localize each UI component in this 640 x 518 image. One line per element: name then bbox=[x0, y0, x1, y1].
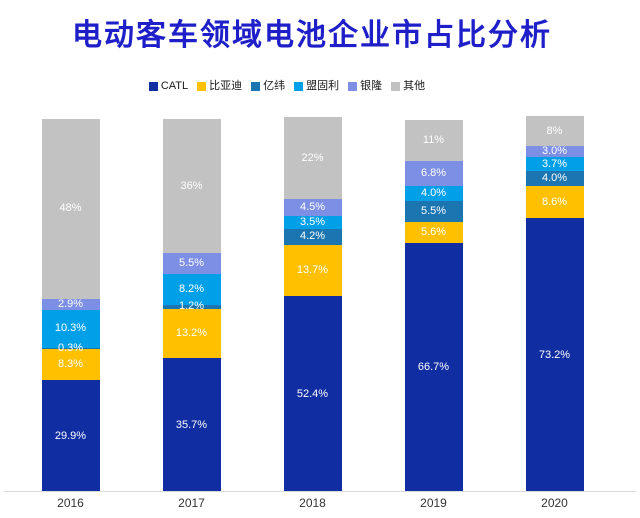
bar-column-2018: 52.4% 13.7% 4.2% 3.5% 4.5% 22% bbox=[252, 116, 373, 492]
bar-segment-label: 52.4% bbox=[296, 387, 329, 400]
bar-column-2019: 66.7% 5.6% 5.5% 4.0% 6.8% 11% bbox=[373, 119, 494, 492]
x-axis-label-2016: 2016 bbox=[57, 496, 84, 510]
bar-segment-盟固利-2017: 8.2% bbox=[162, 273, 221, 305]
bar-segment-其他-2018: 22% bbox=[283, 116, 342, 200]
bar-segment-亿纬-2018: 4.2% bbox=[283, 229, 342, 245]
bar-segment-银隆-2017: 5.5% bbox=[162, 253, 221, 274]
bar-segment-label: 8.2% bbox=[178, 282, 205, 295]
bar-segment-label: 2.9% bbox=[57, 297, 84, 310]
bar-segment-比亚迪-2019: 5.6% bbox=[404, 221, 463, 243]
bar-segment-label: 4.0% bbox=[541, 172, 568, 185]
bar-segment-label: 4.2% bbox=[299, 230, 326, 243]
legend-item-银隆: 银隆 bbox=[348, 81, 382, 92]
bar-segment-label: 10.3% bbox=[54, 322, 87, 335]
x-axis-label-2017: 2017 bbox=[178, 496, 205, 510]
bar-segment-label: 13.7% bbox=[296, 263, 329, 276]
bar-segment-label: 73.2% bbox=[538, 348, 571, 361]
bar-segment-label: 8.6% bbox=[541, 195, 568, 208]
legend-item-CATL: CATL bbox=[148, 80, 189, 92]
legend-label: 银隆 bbox=[360, 80, 383, 92]
bar-column-2020: 73.2% 8.6% 4.0% 3.7% 3.0% 8% bbox=[494, 116, 615, 492]
legend-swatch-icon bbox=[391, 82, 401, 91]
stacked-bar-2020: 73.2% 8.6% 4.0% 3.7% 3.0% 8% bbox=[525, 116, 584, 492]
bar-segment-亿纬-2017: 1.2% bbox=[162, 301, 221, 312]
bar-segment-盟固利-2016: 10.3% bbox=[41, 309, 100, 349]
x-axis: 2016 2017 2018 2019 2020 bbox=[10, 496, 615, 510]
legend-swatch-icon bbox=[148, 82, 158, 91]
legend-item-盟固利: 盟固利 bbox=[294, 81, 339, 92]
bar-segment-其他-2019: 11% bbox=[404, 119, 463, 161]
bar-segment-label: 3.0% bbox=[541, 145, 568, 158]
bar-segment-label: 13.2% bbox=[175, 327, 208, 340]
bar-segment-盟固利-2018: 3.5% bbox=[283, 216, 342, 230]
bar-column-2016: 29.9% 8.3% 0.3% 10.3% 2.9% 48% bbox=[10, 119, 131, 492]
bar-segment-label: 3.7% bbox=[541, 157, 568, 170]
bar-segment-其他-2020: 8% bbox=[525, 116, 584, 147]
chart-area: 29.9% 8.3% 0.3% 10.3% 2.9% 48% 35.7% 13.2% 1.2% 8… bbox=[10, 0, 615, 492]
stacked-bar-2018: 52.4% 13.7% 4.2% 3.5% 4.5% 22% bbox=[283, 116, 342, 492]
bar-segment-label: 8% bbox=[546, 124, 563, 137]
bar-segment-label: 6.8% bbox=[420, 166, 447, 179]
bar-segment-银隆-2018: 4.5% bbox=[283, 199, 342, 217]
legend-item-亿纬: 亿纬 bbox=[251, 81, 285, 92]
bar-segment-label: 5.6% bbox=[420, 225, 447, 238]
bar-segment-其他-2017: 36% bbox=[162, 118, 221, 254]
legend-swatch-icon bbox=[294, 82, 304, 91]
x-axis-baseline bbox=[4, 491, 636, 492]
bar-segment-比亚迪-2020: 8.6% bbox=[525, 186, 584, 219]
bar-segment-CATL-2018: 52.4% bbox=[283, 296, 342, 492]
legend-label: 比亚迪 bbox=[209, 80, 243, 92]
bar-segment-盟固利-2020: 3.7% bbox=[525, 157, 584, 172]
bar-segment-label: 5.5% bbox=[420, 204, 447, 217]
bar-segment-亿纬-2016: 0.3% bbox=[41, 343, 100, 354]
legend-item-其他: 其他 bbox=[391, 81, 425, 92]
bar-segment-CATL-2017: 35.7% bbox=[162, 358, 221, 492]
legend: CATL 比亚迪 亿纬 盟固利 银隆 其他 bbox=[0, 81, 574, 92]
bar-segment-label: 48% bbox=[59, 202, 82, 215]
bar-segment-比亚迪-2016: 8.3% bbox=[41, 349, 100, 381]
legend-label: 盟固利 bbox=[306, 80, 340, 92]
bar-segment-银隆-2019: 6.8% bbox=[404, 160, 463, 187]
legend-swatch-icon bbox=[348, 82, 358, 91]
bar-segment-亿纬-2019: 5.5% bbox=[404, 201, 463, 222]
stacked-bar-2017: 35.7% 13.2% 1.2% 8.2% 5.5% 36% bbox=[162, 118, 221, 492]
bar-segment-label: 22% bbox=[301, 151, 324, 164]
bar-segment-label: 5.5% bbox=[178, 257, 205, 270]
bar-segment-CATL-2016: 29.9% bbox=[41, 380, 100, 492]
bar-segment-盟固利-2019: 4.0% bbox=[404, 186, 463, 202]
bar-segment-label: 29.9% bbox=[54, 429, 87, 442]
chart-title: 电动客车领域电池企业市占比分析 bbox=[72, 19, 552, 52]
x-axis-label-2020: 2020 bbox=[541, 496, 568, 510]
bar-segment-比亚迪-2018: 13.7% bbox=[283, 244, 342, 297]
bar-segment-CATL-2019: 66.7% bbox=[404, 242, 463, 492]
legend-swatch-icon bbox=[197, 82, 207, 91]
legend-label: CATL bbox=[160, 80, 189, 92]
legend-item-比亚迪: 比亚迪 bbox=[197, 81, 242, 92]
bar-segment-label: 0.3% bbox=[57, 342, 84, 355]
x-axis-label-2018: 2018 bbox=[299, 496, 326, 510]
bar-segment-label: 11% bbox=[422, 133, 445, 146]
bar-segment-亿纬-2020: 4.0% bbox=[525, 171, 584, 187]
bar-segment-比亚迪-2017: 13.2% bbox=[162, 309, 221, 359]
legend-label: 其他 bbox=[403, 80, 426, 92]
bar-segment-其他-2016: 48% bbox=[41, 119, 100, 299]
bar-segment-银隆-2016: 2.9% bbox=[41, 297, 100, 310]
bar-segment-label: 8.3% bbox=[57, 358, 84, 371]
bar-segment-label: 3.5% bbox=[299, 216, 326, 229]
legend-swatch-icon bbox=[251, 82, 261, 91]
x-axis-label-2019: 2019 bbox=[420, 496, 447, 510]
bar-column-2017: 35.7% 13.2% 1.2% 8.2% 5.5% 36% bbox=[131, 118, 252, 492]
bar-segment-银隆-2020: 3.0% bbox=[525, 145, 584, 158]
stacked-bar-2016: 29.9% 8.3% 0.3% 10.3% 2.9% 48% bbox=[41, 119, 100, 492]
bar-segment-label: 1.2% bbox=[178, 300, 205, 313]
legend-label: 亿纬 bbox=[263, 80, 286, 92]
bar-segment-label: 4.0% bbox=[420, 187, 447, 200]
bar-segment-label: 35.7% bbox=[175, 418, 208, 431]
bar-segment-label: 4.5% bbox=[299, 201, 326, 214]
bar-segment-label: 66.7% bbox=[417, 360, 450, 373]
bar-segment-label: 36% bbox=[180, 179, 203, 192]
stacked-bar-2019: 66.7% 5.6% 5.5% 4.0% 6.8% 11% bbox=[404, 119, 463, 492]
bar-segment-CATL-2020: 73.2% bbox=[525, 218, 584, 492]
